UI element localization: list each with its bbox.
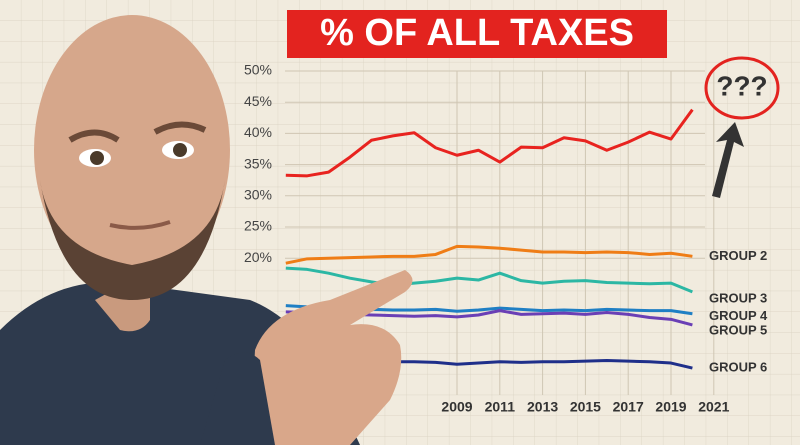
series-line (285, 108, 694, 178)
y-tick-label: 50% (244, 62, 272, 78)
grid (285, 70, 715, 395)
x-tick-label: 2009 (441, 399, 472, 415)
x-tick-label: 2015 (570, 399, 601, 415)
series-line (285, 266, 693, 294)
x-tick-label: 2019 (655, 399, 686, 415)
presenter (0, 15, 413, 445)
x-tick-label: 2013 (527, 399, 558, 415)
y-tick-label: 25% (244, 218, 272, 234)
series-label: GROUP 3 (709, 290, 767, 305)
y-tick-label: 30% (244, 187, 272, 203)
series-label: GROUP 5 (709, 322, 767, 337)
x-tick-label: 2011 (485, 399, 516, 415)
annotation: ??? (716, 70, 767, 101)
x-tick-label: 2017 (613, 399, 644, 415)
series-label: GROUP 4 (709, 308, 768, 323)
chart-title: % OF ALL TAXES (320, 12, 634, 54)
annotation-circle (704, 56, 780, 120)
series-label: GROUP 2 (709, 248, 767, 263)
title-box (287, 10, 667, 58)
y-tick-label: 20% (244, 249, 272, 265)
x-tick-label: 2021 (698, 399, 729, 415)
labels: 20% 25% 30% 35% 40% 45% 50% 2009 2011 2013 2015 201… (244, 62, 768, 415)
arrow (712, 122, 744, 198)
y-tick-label: 40% (244, 124, 272, 140)
y-tick-label: 35% (244, 155, 272, 171)
series-line (285, 244, 693, 265)
series-label: GROUP 6 (709, 359, 767, 374)
y-tick-label: 45% (244, 93, 272, 109)
